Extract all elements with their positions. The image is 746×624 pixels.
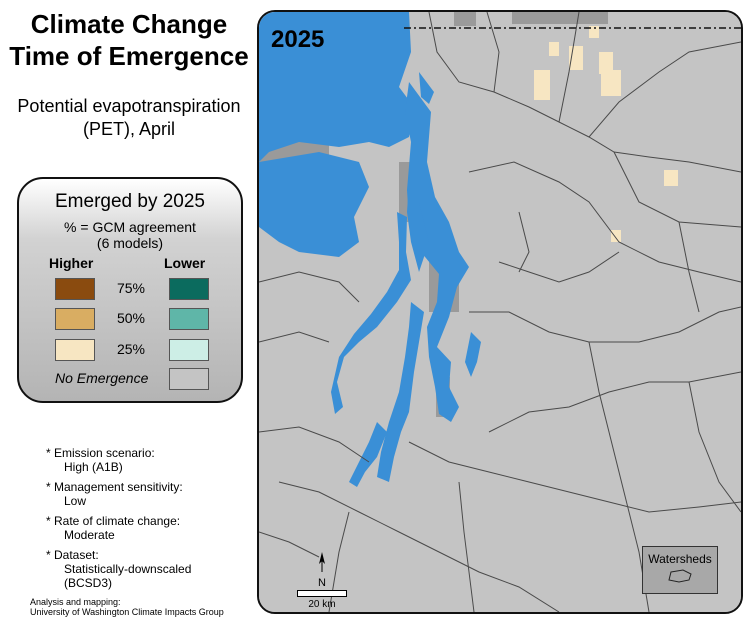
north-arrow-icon [319, 552, 325, 572]
note-emission: * Emission scenario: High (A1B) [46, 446, 191, 474]
scenario-notes: * Emission scenario: High (A1B) * Manage… [46, 446, 191, 596]
north-label: N [318, 577, 326, 589]
watersheds-label: Watersheds [648, 552, 712, 566]
note-emission-value: High (A1B) [64, 460, 123, 474]
legend-sub-line-2: (6 models) [96, 235, 164, 251]
title-line-1: Climate Change [30, 9, 228, 39]
swatch-higher-75 [55, 278, 95, 300]
note-dataset-value-2: (BCSD3) [64, 576, 113, 590]
watershed-boundaries [259, 12, 741, 612]
note-emission-label: * Emission scenario: [46, 446, 155, 460]
legend-pct-50: 50% [116, 310, 146, 326]
swatch-lower-75 [169, 278, 209, 300]
scale-bar: 20 km [297, 590, 347, 610]
swatch-higher-25 [55, 339, 95, 361]
legend-pct-25: 25% [116, 341, 146, 357]
watershed-shape-icon [668, 569, 692, 583]
legend-no-emergence-label: No Emergence [55, 370, 149, 386]
legend-higher-header: Higher [49, 255, 94, 271]
note-dataset: * Dataset: Statistically-downscaled (BCS… [46, 548, 191, 590]
note-rate: * Rate of climate change: Moderate [46, 514, 191, 542]
map-frame[interactable]: 2025 N 20 km Watersheds [257, 10, 743, 614]
swatch-no-emergence [169, 368, 209, 390]
map-canvas[interactable] [259, 12, 741, 612]
note-management: * Management sensitivity: Low [46, 480, 191, 508]
legend-panel: Emerged by 2025 % = GCM agreement (6 mod… [17, 177, 243, 403]
credit-line-1: Analysis and mapping: [30, 597, 121, 607]
water-bodies [259, 12, 481, 487]
legend-heading: Emerged by 2025 [55, 191, 205, 212]
note-rate-label: * Rate of climate change: [46, 514, 181, 528]
subtitle-line-1: Potential evapotranspiration [17, 96, 241, 116]
north-arrow: N [315, 552, 329, 589]
scale-bar-graphic [297, 590, 347, 597]
note-management-value: Low [64, 494, 87, 508]
title-line-2: Time of Emergence [9, 41, 249, 71]
note-rate-value: Moderate [64, 528, 115, 542]
map-title: Climate Change Time of Emergence [0, 8, 258, 72]
map-year-label: 2025 [271, 26, 325, 53]
legend-subheading: % = GCM agreement (6 models) [19, 219, 241, 251]
credit-line-2: University of Washington Climate Impacts… [30, 607, 224, 617]
credit-text: Analysis and mapping: University of Wash… [30, 597, 224, 617]
subtitle-line-2: (PET), April [82, 119, 175, 139]
watersheds-inset-legend: Watersheds [642, 546, 718, 594]
swatch-lower-50 [169, 308, 209, 330]
legend-pct-75: 75% [116, 280, 146, 296]
note-dataset-label: * Dataset: [46, 548, 99, 562]
note-dataset-value: Statistically-downscaled [64, 562, 192, 576]
note-management-label: * Management sensitivity: [46, 480, 183, 494]
scale-bar-label: 20 km [308, 599, 336, 610]
swatch-higher-50 [55, 308, 95, 330]
legend-lower-header: Lower [164, 255, 206, 271]
swatch-lower-25 [169, 339, 209, 361]
map-subtitle: Potential evapotranspiration (PET), Apri… [0, 95, 258, 141]
legend-sub-line-1: % = GCM agreement [64, 219, 196, 235]
